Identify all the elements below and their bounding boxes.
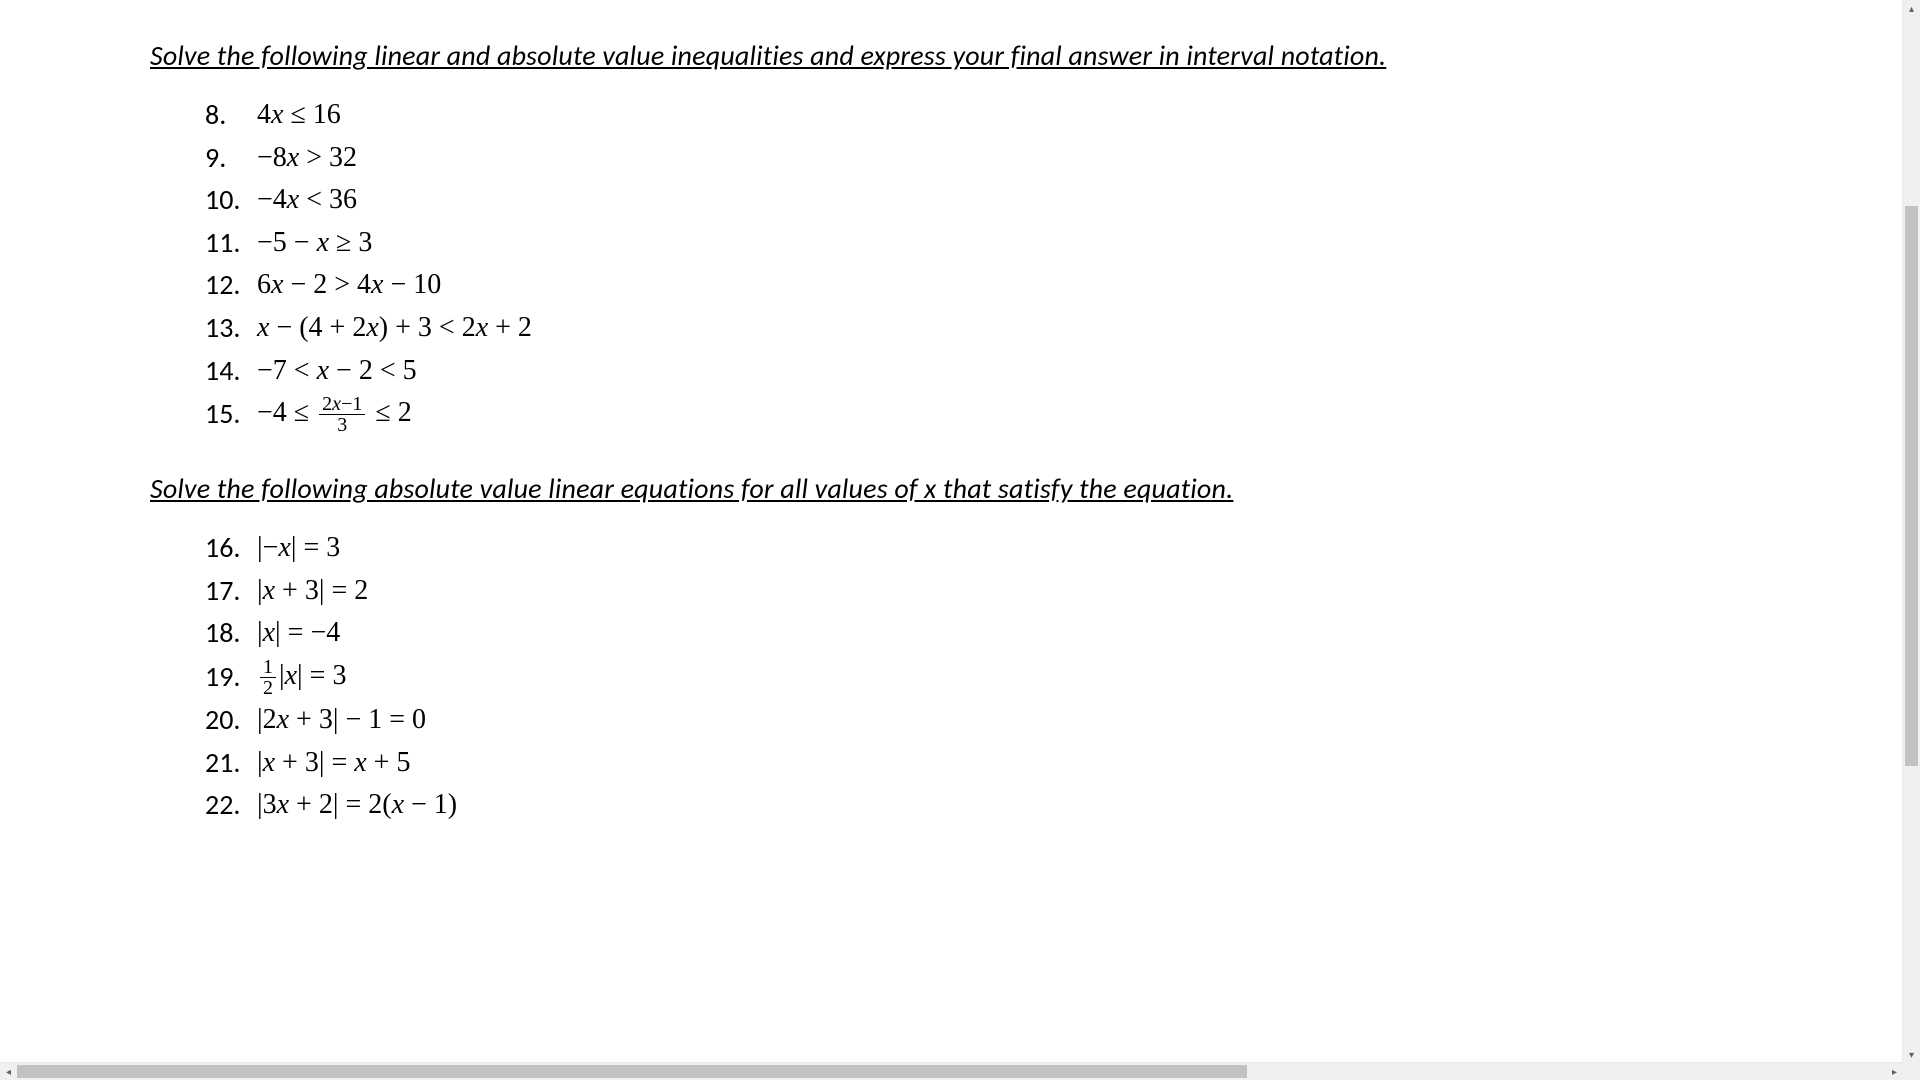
problem-row: 18.|x| = −4	[205, 613, 1450, 654]
problem-expression: |−x| = 3	[257, 528, 340, 569]
problem-row: 16.|−x| = 3	[205, 528, 1450, 569]
problem-number: 22.	[205, 785, 257, 826]
problem-number: 13.	[205, 308, 257, 349]
problem-row: 11.−5 − x ≥ 3	[205, 223, 1450, 264]
problem-expression: −4 ≤ 2x−13 ≤ 2	[257, 393, 412, 435]
problem-row: 13.x − (4 + 2x) + 3 < 2x + 2	[205, 308, 1450, 349]
scroll-down-arrow-icon[interactable]: ▾	[1903, 1046, 1920, 1063]
problem-expression: 6x − 2 > 4x − 10	[257, 265, 441, 306]
problem-number: 18.	[205, 613, 257, 654]
problem-expression: −5 − x ≥ 3	[257, 223, 372, 264]
scrollbar-corner	[1903, 1063, 1920, 1080]
problem-number: 14.	[205, 351, 257, 392]
problem-expression: |2x + 3| − 1 = 0	[257, 700, 426, 741]
problem-number: 21.	[205, 743, 257, 784]
problem-expression: −7 < x − 2 < 5	[257, 351, 417, 392]
scroll-left-arrow-icon[interactable]: ◂	[0, 1063, 17, 1080]
problem-number: 12.	[205, 265, 257, 306]
problem-row: 20.|2x + 3| − 1 = 0	[205, 700, 1450, 741]
problem-expression: x − (4 + 2x) + 3 < 2x + 2	[257, 308, 532, 349]
problem-expression: −4x < 36	[257, 180, 357, 221]
problem-number: 11.	[205, 223, 257, 264]
section2-instruction: Solve the following absolute value linea…	[150, 471, 1450, 506]
problem-number: 17.	[205, 571, 257, 612]
problem-row: 19.12|x| = 3	[205, 656, 1450, 698]
section1-instruction: Solve the following linear and absolute …	[150, 38, 1450, 73]
problem-expression: 12|x| = 3	[257, 656, 346, 698]
problem-row: 22.|3x + 2| = 2(x − 1)	[205, 785, 1450, 826]
problem-row: 21.|x + 3| = x + 5	[205, 743, 1450, 784]
problem-row: 17.|x + 3| = 2	[205, 571, 1450, 612]
problem-expression: −8x > 32	[257, 138, 357, 179]
problem-expression: |x| = −4	[257, 613, 340, 654]
problem-number: 19.	[205, 657, 257, 698]
problem-number: 10.	[205, 180, 257, 221]
problem-number: 9.	[205, 138, 257, 179]
problem-expression: |x + 3| = 2	[257, 571, 368, 612]
problem-number: 16.	[205, 528, 257, 569]
document-page: Solve the following linear and absolute …	[0, 0, 1600, 826]
problem-row: 12.6x − 2 > 4x − 10	[205, 265, 1450, 306]
problem-row: 8.4x ≤ 16	[205, 95, 1450, 136]
section1-problems: 8.4x ≤ 169.−8x > 3210.−4x < 3611.−5 − x …	[205, 95, 1450, 435]
horizontal-scrollbar[interactable]: ◂ ▸	[0, 1062, 1903, 1080]
problem-expression: |3x + 2| = 2(x − 1)	[257, 785, 457, 826]
problem-number: 15.	[205, 394, 257, 435]
problem-expression: |x + 3| = x + 5	[257, 743, 410, 784]
horizontal-scroll-thumb[interactable]	[17, 1065, 1247, 1078]
problem-number: 20.	[205, 700, 257, 741]
vertical-scrollbar[interactable]: ▴ ▾	[1902, 0, 1920, 1063]
problem-row: 15.−4 ≤ 2x−13 ≤ 2	[205, 393, 1450, 435]
vertical-scroll-thumb[interactable]	[1905, 206, 1918, 766]
scroll-right-arrow-icon[interactable]: ▸	[1886, 1063, 1903, 1080]
scroll-up-arrow-icon[interactable]: ▴	[1903, 0, 1920, 17]
section2-problems: 16.|−x| = 317.|x + 3| = 218.|x| = −419.1…	[205, 528, 1450, 826]
problem-expression: 4x ≤ 16	[257, 95, 341, 136]
problem-row: 10.−4x < 36	[205, 180, 1450, 221]
problem-row: 14.−7 < x − 2 < 5	[205, 351, 1450, 392]
problem-row: 9.−8x > 32	[205, 138, 1450, 179]
problem-number: 8.	[205, 95, 257, 136]
